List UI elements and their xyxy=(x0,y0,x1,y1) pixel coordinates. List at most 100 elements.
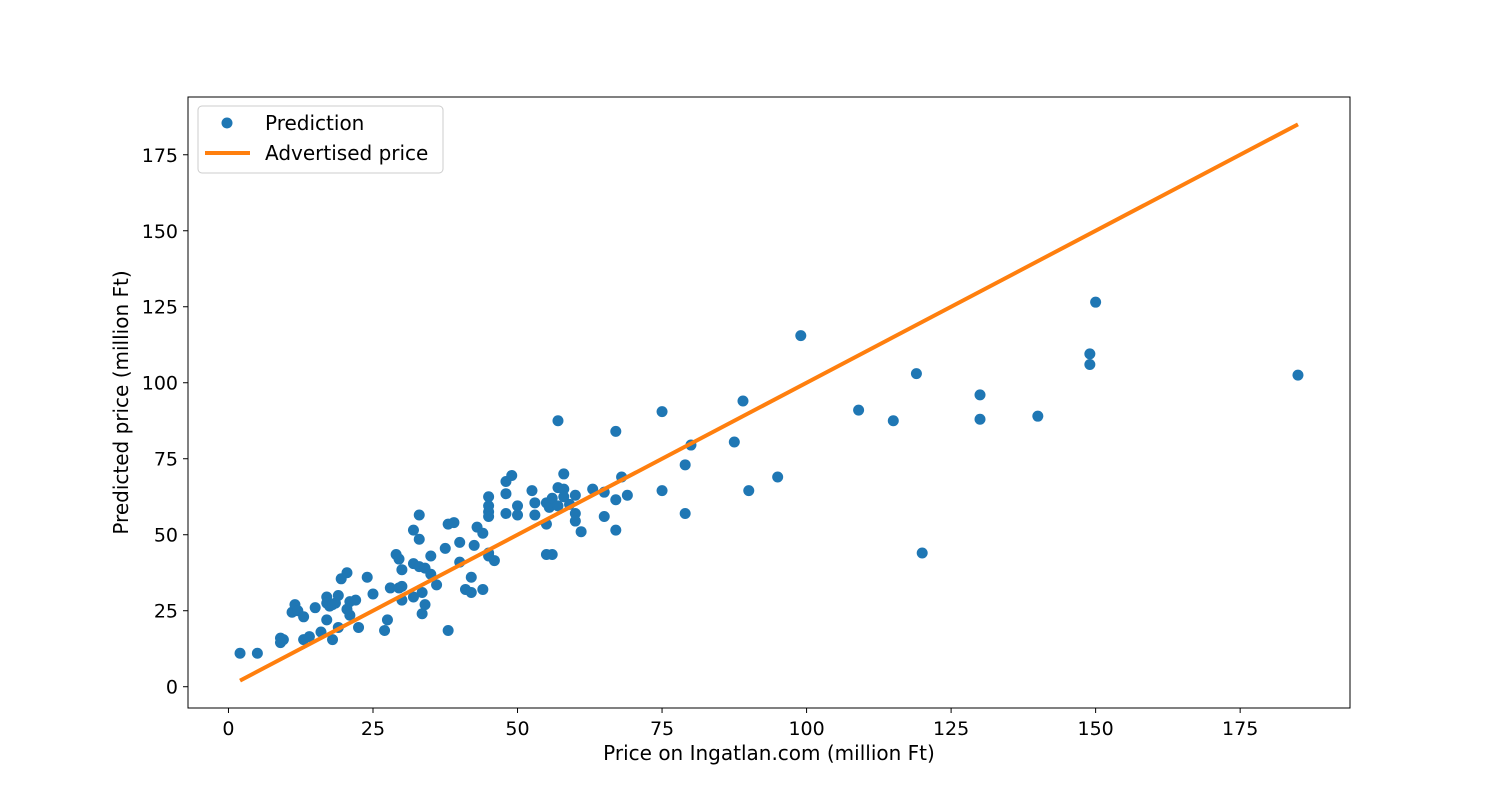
prediction-point-45 xyxy=(413,533,425,545)
prediction-point-56 xyxy=(448,517,460,529)
prediction-point-54 xyxy=(442,624,454,636)
x-tick-label-175: 175 xyxy=(1222,718,1258,740)
prediction-point-46 xyxy=(416,586,428,598)
x-tick-label-150: 150 xyxy=(1077,718,1113,740)
prediction-point-116 xyxy=(795,330,807,342)
prediction-point-96 xyxy=(569,507,581,519)
prediction-point-52 xyxy=(431,579,443,591)
axes-frame xyxy=(187,96,1351,709)
prediction-point-61 xyxy=(465,586,477,598)
legend: Prediction Advertised price xyxy=(197,105,444,174)
prediction-point-15 xyxy=(321,614,333,626)
prediction-point-92 xyxy=(558,483,570,495)
prediction-point-72 xyxy=(488,555,500,567)
prediction-point-30 xyxy=(367,588,379,600)
prediction-point-110 xyxy=(679,507,691,519)
prediction-point-64 xyxy=(477,527,489,539)
y-tick-label-50: 50 xyxy=(154,525,178,547)
prediction-point-8 xyxy=(298,611,310,623)
prediction-point-106 xyxy=(621,489,633,501)
x-tick-label-100: 100 xyxy=(788,718,824,740)
prediction-point-26 xyxy=(344,609,356,621)
prediction-point-90 xyxy=(552,500,564,512)
y-axis: 0 25 50 75 100 125 150 175 xyxy=(142,145,188,699)
prediction-point-126 xyxy=(1090,296,1102,308)
prediction-point-114 xyxy=(743,485,755,497)
prediction-point-49 xyxy=(419,599,431,611)
plot-area xyxy=(234,122,1304,683)
prediction-point-53 xyxy=(439,542,451,554)
prediction-point-122 xyxy=(974,413,986,425)
prediction-point-74 xyxy=(500,507,512,519)
prediction-point-37 xyxy=(396,580,408,592)
prediction-point-88 xyxy=(552,415,564,427)
prediction-point-29 xyxy=(361,571,373,583)
prediction-point-95 xyxy=(569,489,581,501)
y-tick-label-150: 150 xyxy=(142,221,178,243)
y-axis-label: Predicted price (million Ft) xyxy=(109,270,133,534)
legend-label-prediction: Prediction xyxy=(265,111,364,135)
y-tick-label-125: 125 xyxy=(142,297,178,319)
prediction-point-120 xyxy=(916,547,928,559)
prediction-point-27 xyxy=(350,594,362,606)
prediction-point-101 xyxy=(598,510,610,522)
prediction-point-121 xyxy=(974,389,986,401)
prediction-point-76 xyxy=(506,469,518,481)
prediction-point-98 xyxy=(575,526,587,538)
prediction-point-77 xyxy=(512,500,524,512)
prediction-point-93 xyxy=(558,491,570,503)
prediction-point-123 xyxy=(1032,410,1044,422)
prediction-point-113 xyxy=(737,395,749,407)
y-tick-label-175: 175 xyxy=(142,145,178,167)
prediction-point-47 xyxy=(416,608,428,620)
x-axis-label: Price on Ingatlan.com (million Ft) xyxy=(603,741,935,765)
prediction-point-28 xyxy=(353,621,365,633)
prediction-point-43 xyxy=(413,509,425,521)
prediction-point-118 xyxy=(887,415,899,427)
prediction-point-23 xyxy=(341,567,353,579)
prediction-point-80 xyxy=(529,509,541,521)
prediction-point-86 xyxy=(546,492,558,504)
prediction-point-39 xyxy=(396,564,408,576)
prediction-point-73 xyxy=(500,488,512,500)
x-tick-label-25: 25 xyxy=(361,718,385,740)
prediction-point-109 xyxy=(679,459,691,471)
prediction-point-112 xyxy=(728,436,740,448)
prediction-point-18 xyxy=(327,634,339,646)
prediction-point-102 xyxy=(610,425,622,437)
prediction-point-69 xyxy=(483,510,495,522)
prediction-point-42 xyxy=(407,591,419,603)
x-tick-label-0: 0 xyxy=(222,718,234,740)
y-tick-label-25: 25 xyxy=(154,601,178,623)
prediction-point-127 xyxy=(1292,369,1304,381)
prediction-point-20 xyxy=(332,590,344,602)
prediction-point-119 xyxy=(910,368,922,380)
prediction-point-97 xyxy=(569,515,581,527)
x-tick-label-125: 125 xyxy=(933,718,969,740)
advertised-price-line xyxy=(239,122,1299,683)
prediction-point-31 xyxy=(379,624,391,636)
prediction-point-79 xyxy=(526,485,538,497)
prediction-point-62 xyxy=(468,539,480,551)
x-tick-label-50: 50 xyxy=(505,718,529,740)
prediction-point-87 xyxy=(546,548,558,560)
prediction-point-117 xyxy=(853,404,865,416)
prediction-point-58 xyxy=(454,536,466,548)
x-axis: 0 25 50 75 100 125 150 175 xyxy=(222,708,1258,740)
prediction-point-10 xyxy=(303,631,315,643)
prediction-point-4 xyxy=(277,634,289,646)
prediction-point-103 xyxy=(610,494,622,506)
prediction-point-107 xyxy=(656,406,668,418)
legend-label-advertised-price: Advertised price xyxy=(265,141,428,165)
legend-marker-prediction xyxy=(221,117,233,129)
prediction-point-33 xyxy=(384,582,396,594)
prediction-point-32 xyxy=(381,614,393,626)
prediction-point-65 xyxy=(477,583,489,595)
prediction-point-36 xyxy=(393,553,405,565)
legend-box xyxy=(197,105,444,174)
prediction-point-51 xyxy=(425,550,437,562)
prediction-point-41 xyxy=(407,524,419,536)
y-tick-label-0: 0 xyxy=(166,677,178,699)
prediction-point-108 xyxy=(656,485,668,497)
